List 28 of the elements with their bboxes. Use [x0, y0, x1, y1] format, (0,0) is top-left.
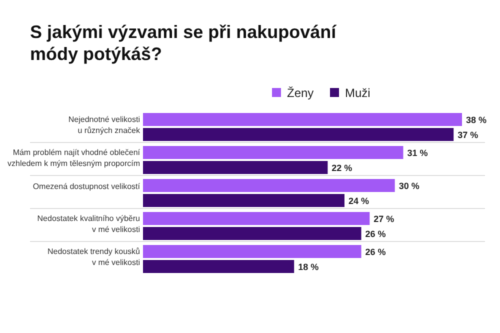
bar — [143, 179, 395, 192]
legend-label: Muži — [345, 86, 370, 100]
bar — [143, 128, 454, 141]
bar — [143, 194, 344, 207]
bar — [143, 113, 462, 126]
y-tick-label: Nejednotné velikosti u různých značek — [68, 115, 141, 135]
bar — [143, 260, 294, 273]
data-label: 37 % — [458, 130, 478, 140]
bar — [143, 161, 328, 174]
y-tick-label: Omezená dostupnost velikostí — [32, 182, 141, 191]
y-tick-label: Nedostatek trendy kousků v mé velikosti — [48, 247, 140, 267]
y-tick-label: Nedostatek kvalitního výběru v mé velikosti — [37, 214, 140, 234]
data-label: 22 % — [332, 163, 352, 173]
y-tick-label: Mám problém najít vhodné oblečení vzhledem k mým tělesným proporcím — [8, 148, 141, 168]
data-label: 18 % — [298, 262, 319, 272]
data-label: 26 % — [365, 247, 386, 257]
data-label: 27 % — [374, 214, 394, 224]
bar — [143, 227, 362, 240]
data-label: 30 % — [398, 181, 420, 191]
bar — [143, 245, 362, 258]
data-label: 38 % — [466, 115, 487, 125]
data-label: 26 % — [365, 229, 386, 239]
bar — [143, 146, 404, 159]
legend-label: Ženy — [287, 86, 314, 100]
bar — [143, 212, 370, 225]
chart-title: S jakými výzvami se při nakupování módy potýkáš? — [30, 22, 338, 64]
data-label: 31 % — [407, 148, 428, 158]
data-label: 24 % — [348, 196, 369, 206]
